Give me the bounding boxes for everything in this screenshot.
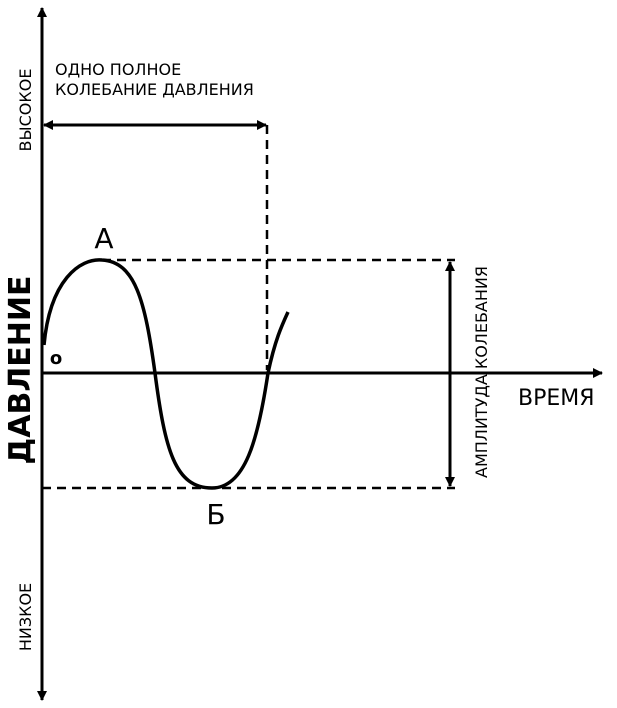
origin-label: о <box>50 348 62 369</box>
period-label: КОЛЕБАНИЕ ДАВЛЕНИЯ <box>55 80 254 99</box>
y-axis-label: ДАВЛЕНИЕ <box>3 276 38 465</box>
y-low-label: НИЗКОЕ <box>16 583 35 651</box>
period-label: ОДНО ПОЛНОЕ <box>55 60 181 79</box>
peak-label: А <box>94 222 113 255</box>
x-axis-label: ВРЕМЯ <box>518 386 595 411</box>
y-high-label: ВЫСОКОЕ <box>16 69 35 152</box>
trough-label: Б <box>206 498 225 531</box>
amplitude-label: АМПЛИТУДА КОЛЕБАНИЯ <box>472 266 491 478</box>
pressure-wave <box>42 258 290 490</box>
